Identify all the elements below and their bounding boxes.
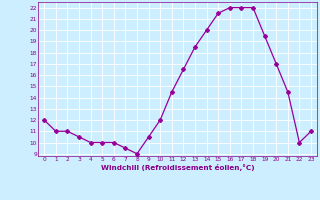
X-axis label: Windchill (Refroidissement éolien,°C): Windchill (Refroidissement éolien,°C) bbox=[101, 164, 254, 171]
